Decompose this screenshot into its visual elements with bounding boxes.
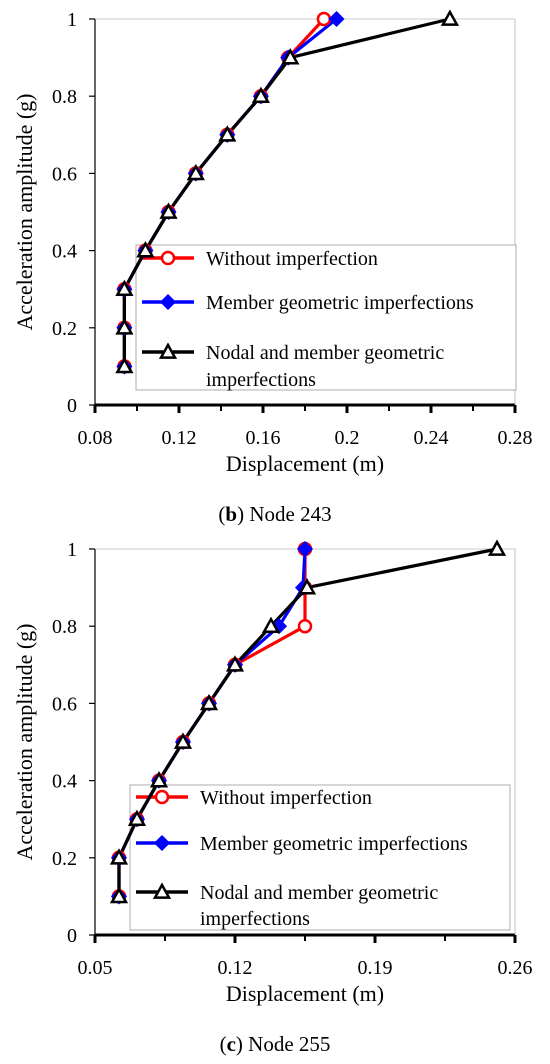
data-point-2-5 [186, 163, 205, 181]
caption-text: ) Node 255 [236, 1032, 330, 1056]
data-point-2-6 [225, 655, 245, 672]
x-tick-label: 0.12 [162, 427, 197, 449]
figure-caption: (b) Node 243 [218, 502, 331, 526]
caption-open: ( [218, 502, 225, 526]
y-tick-label: 0.8 [52, 616, 77, 638]
x-tick-label: 0.12 [218, 957, 253, 979]
y-tick-label: 0.2 [52, 318, 77, 340]
legend-marker-0 [154, 789, 170, 805]
legend-label-1: Member geometric imperfections [206, 292, 474, 314]
y-tick-label: 0.4 [52, 771, 77, 793]
y-tick-label: 1 [67, 9, 77, 31]
figure-caption: (c) Node 255 [220, 1032, 331, 1056]
legend-marker-0 [160, 250, 176, 266]
x-tick-label: 0.08 [78, 427, 113, 449]
x-tick-label: 0.19 [358, 957, 393, 979]
caption-open: ( [220, 1032, 227, 1056]
data-point-1-9 [296, 540, 314, 558]
x-axis-title: Displacement (m) [226, 981, 384, 1006]
data-point-0-9 [316, 11, 332, 27]
legend-marker-1 [153, 834, 171, 852]
legend-label-2: Nodal and member geometric [200, 882, 438, 904]
x-axis-title: Displacement (m) [226, 451, 384, 476]
caption-letter: c [227, 1032, 236, 1056]
legend-label-3: imperfections [206, 369, 316, 391]
y-axis-title: Acceleration amplitude (g) [12, 93, 37, 330]
data-point-2-6 [218, 125, 237, 142]
data-point-2-4 [159, 202, 178, 219]
legend-marker-1 [159, 293, 177, 311]
series-line-2 [117, 547, 498, 897]
legend-marker-2 [152, 882, 172, 899]
legend-label-0: Without imperfection [200, 787, 372, 809]
data-point-2-3 [149, 771, 169, 788]
x-tick-label: 0.26 [498, 957, 533, 979]
x-tick-label: 0.28 [498, 427, 533, 449]
legend-marker-2 [158, 342, 178, 359]
y-tick-label: 0 [67, 395, 77, 417]
data-point-2-0 [115, 356, 134, 374]
chart-node-255: 0 0.2 0.4 0.6 0.8 1 0.05 0.12 0.19 0.26 Displaceme… [12, 539, 533, 1056]
caption-letter: b [225, 502, 237, 526]
data-point-2-2 [115, 279, 134, 297]
legend-box [135, 244, 517, 391]
y-tick-label: 1 [67, 539, 77, 561]
x-tick-label: 0.24 [414, 427, 449, 449]
data-point-2-8 [281, 48, 300, 65]
chart-node-243: 0 0.2 0.4 0.6 0.8 1 0.08 0.12 0.16 0.2 0.24 0.28 Dis… [12, 9, 533, 526]
legend-box [129, 784, 511, 931]
data-point-2-1 [115, 318, 134, 335]
data-point-2-5 [199, 693, 219, 711]
y-tick-label: 0.6 [52, 163, 77, 185]
x-tick-label: 0.2 [335, 427, 360, 449]
data-point-0-7 [297, 618, 313, 634]
data-point-2-3 [136, 241, 155, 258]
y-axis-title: Acceleration amplitude (g) [12, 623, 37, 860]
legend-label-1: Member geometric imperfections [200, 833, 468, 855]
legend-label-3: imperfections [200, 908, 310, 930]
x-tick-label: 0.16 [246, 427, 281, 449]
y-tick-label: 0.4 [52, 241, 77, 263]
data-point-2-9 [440, 9, 460, 26]
data-point-2-8 [297, 578, 317, 595]
data-point-2-4 [173, 732, 193, 749]
y-tick-label: 0.6 [52, 693, 77, 715]
data-point-2-0 [109, 886, 129, 904]
caption-text: ) Node 243 [237, 502, 331, 526]
legend-label-2: Nodal and member geometric [206, 342, 444, 364]
data-point-2-1 [109, 848, 129, 865]
data-point-2-9 [487, 539, 507, 556]
legend-label-0: Without imperfection [206, 248, 378, 270]
data-point-1-9 [328, 10, 345, 28]
data-point-2-7 [261, 616, 281, 634]
y-tick-label: 0.8 [52, 86, 77, 108]
series-line-2 [122, 17, 451, 367]
x-tick-label: 0.05 [78, 957, 113, 979]
y-tick-label: 0.2 [52, 848, 77, 870]
y-tick-label: 0 [67, 925, 77, 947]
data-point-2-7 [251, 86, 271, 104]
data-point-2-2 [127, 809, 147, 827]
